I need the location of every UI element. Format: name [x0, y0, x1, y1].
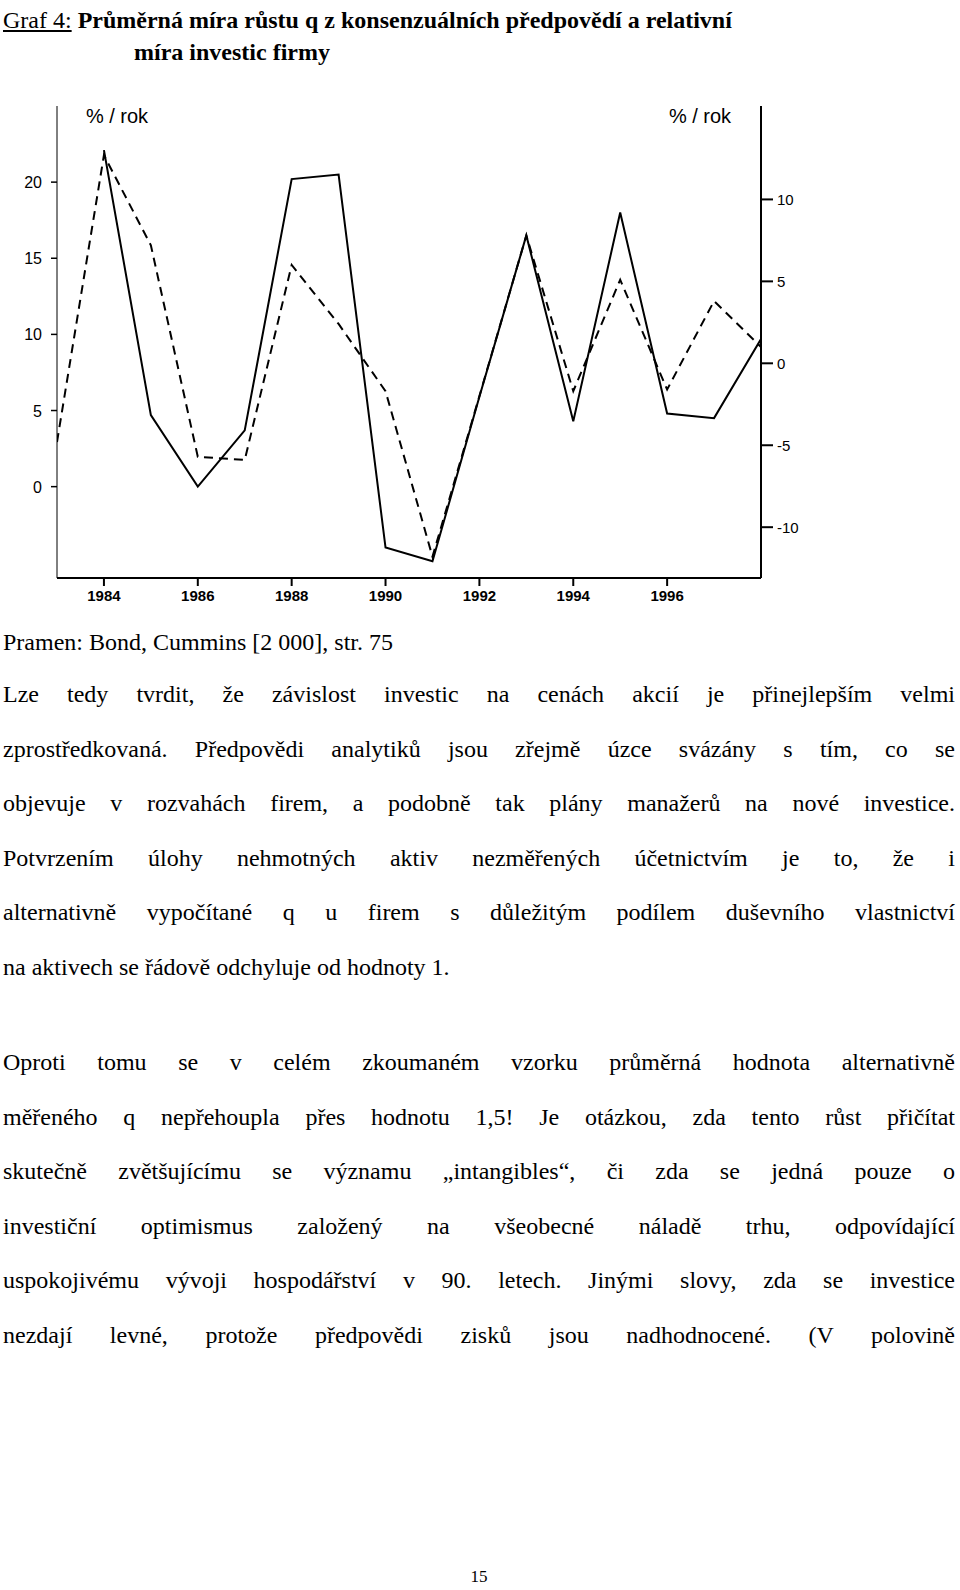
- figure-title-line: Graf 4: Průměrná míra růstu q z konsenzu…: [3, 6, 955, 34]
- y-tick: [51, 410, 57, 412]
- y-axis-label: % / rok: [86, 105, 149, 127]
- x-axis-line: [57, 577, 761, 579]
- y2-tick: [761, 526, 773, 528]
- y-tick-label: 15: [24, 250, 42, 267]
- x-tick: [103, 578, 105, 586]
- x-tick-label: 1994: [557, 587, 591, 604]
- x-tick: [291, 578, 293, 586]
- paragraph-line: zprostředkovaná. Předpovědi analytiků js…: [3, 735, 955, 763]
- series-line: [104, 150, 761, 561]
- source-note: Pramen: Bond, Cummins [2 000], str. 75: [3, 628, 955, 656]
- y2-tick: [761, 280, 773, 282]
- y2-tick-label: 10: [777, 191, 794, 208]
- y2-tick-label: -5: [777, 437, 790, 454]
- x-tick-label: 1992: [463, 587, 496, 604]
- y-tick: [51, 181, 57, 183]
- x-tick: [572, 578, 574, 586]
- paragraph-line: objevuje v rozvahách firem, a podobně ta…: [3, 789, 955, 817]
- y2-axis-label: % / rok: [669, 105, 732, 127]
- figure-title: míra investic firmy: [134, 38, 330, 66]
- paragraph-line: alternativně vypočítané q u firem s důle…: [3, 898, 955, 926]
- y2-tick: [761, 198, 773, 200]
- x-tick-label: 1990: [369, 587, 402, 604]
- paragraph-line: Lze tedy tvrdit, že závislost investic n…: [3, 680, 955, 708]
- paragraph-line: na aktivech se řádově odchyluje od hodno…: [3, 953, 955, 981]
- y2-tick: [761, 362, 773, 364]
- x-tick: [478, 578, 480, 586]
- x-tick: [197, 578, 199, 586]
- x-tick-label: 1988: [275, 587, 308, 604]
- y2-tick-label: 0: [777, 355, 785, 372]
- plot-area: [57, 150, 761, 561]
- y-tick-label: 0: [33, 479, 42, 496]
- x-tick-label: 1996: [650, 587, 683, 604]
- y-tick: [51, 486, 57, 488]
- y-tick-label: 5: [33, 403, 42, 420]
- y-axis-line: [57, 106, 58, 578]
- paragraph-line: uspokojivému vývoji hospodářství v 90. l…: [3, 1266, 955, 1294]
- x-tick: [666, 578, 668, 586]
- paragraph-line: investiční optimismus založený na všeobe…: [3, 1212, 955, 1240]
- figure-label: Graf 4:: [3, 7, 72, 33]
- y2-tick-label: 5: [777, 273, 785, 290]
- series-line: [57, 155, 761, 557]
- figure-title: Průměrná míra růstu q z konsenzuálních p…: [78, 7, 732, 33]
- chart: 1984 1986 1988 1990 1992 1994 1996 0 5 10 15 20 -10 -…: [0, 0, 960, 640]
- y-tick: [51, 258, 57, 260]
- paragraph-line: Oproti tomu se v celém zkoumaném vzorku …: [3, 1048, 955, 1076]
- paragraph-line: měřeného q nepřehoupla přes hodnotu 1,5!…: [3, 1103, 955, 1131]
- x-tick-label: 1984: [87, 587, 121, 604]
- y2-tick: [761, 444, 773, 446]
- paragraph-line: nezdají levné, protože předpovědi zisků …: [3, 1321, 955, 1349]
- page-number: 15: [0, 1566, 958, 1588]
- axes: 1984 1986 1988 1990 1992 1994 1996 0 5 10 15 20 -10 -…: [24, 106, 798, 604]
- y-tick-label: 10: [24, 326, 42, 343]
- paragraph-line: Potvrzením úlohy nehmotných aktiv nezměř…: [3, 844, 955, 872]
- x-tick-label: 1986: [181, 587, 214, 604]
- x-tick: [385, 578, 387, 586]
- paragraph-line: skutečně zvětšujícímu se významu „intang…: [3, 1157, 955, 1185]
- y2-tick-label: -10: [777, 519, 799, 536]
- y-tick-label: 20: [24, 174, 42, 191]
- y-tick: [51, 334, 57, 336]
